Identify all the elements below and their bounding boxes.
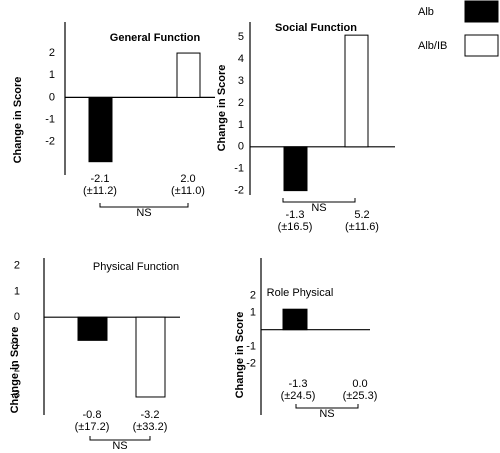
sd-annotation: (±16.5) bbox=[278, 221, 313, 233]
value-annotation: -2.1 bbox=[91, 173, 110, 185]
chart-title: General Function bbox=[110, 32, 201, 44]
y-tick-label: 1 bbox=[49, 69, 55, 81]
y-tick-label: -1 bbox=[234, 163, 244, 175]
y-tick-label: -3 bbox=[10, 388, 20, 400]
y-tick-label: 3 bbox=[238, 75, 244, 87]
significance-bracket bbox=[282, 198, 356, 203]
y-tick-label: 5 bbox=[238, 31, 244, 43]
sd-annotation: (±24.5) bbox=[281, 390, 316, 402]
y-tick-label: 0 bbox=[49, 91, 55, 103]
y-tick-label: -2 bbox=[234, 185, 244, 197]
legend-swatch bbox=[464, 0, 499, 23]
y-tick-label: 2 bbox=[250, 289, 256, 301]
y-tick-label: 2 bbox=[49, 47, 55, 59]
y-tick-label: 1 bbox=[238, 119, 244, 131]
sd-annotation: (±17.2) bbox=[75, 421, 110, 433]
significance-bracket bbox=[99, 203, 189, 208]
value-annotation: 2.0 bbox=[180, 173, 195, 185]
y-tick-label: -2 bbox=[45, 136, 55, 148]
y-axis-label: Change in Score bbox=[9, 327, 21, 414]
y-tick-label: -2 bbox=[246, 358, 256, 370]
bar bbox=[135, 316, 166, 398]
chart-title: Physical Function bbox=[93, 261, 179, 273]
bar bbox=[282, 308, 308, 331]
y-tick-label: 2 bbox=[14, 260, 20, 272]
significance-label: NS bbox=[136, 207, 151, 219]
legend-label: Alb bbox=[418, 6, 434, 18]
y-tick-label: 4 bbox=[238, 53, 244, 65]
y-tick-label: -2 bbox=[10, 363, 20, 375]
sd-annotation: (±25.3) bbox=[343, 390, 378, 402]
value-annotation: -1.3 bbox=[286, 209, 305, 221]
chart-title: Role Physical bbox=[267, 287, 334, 299]
value-annotation: -0.8 bbox=[83, 409, 102, 421]
y-tick-label: 1 bbox=[250, 307, 256, 319]
legend-label: Alb/IB bbox=[418, 40, 447, 52]
bar bbox=[88, 96, 113, 163]
significance-bracket bbox=[295, 404, 359, 409]
value-annotation: -1.3 bbox=[289, 378, 308, 390]
y-axis-label: Change in Score bbox=[12, 77, 24, 164]
significance-label: NS bbox=[319, 408, 334, 420]
y-axis-label: Change in Score bbox=[216, 65, 228, 152]
bar bbox=[344, 34, 369, 148]
y-tick-label: 2 bbox=[238, 97, 244, 109]
sd-annotation: (±33.2) bbox=[133, 421, 168, 433]
bar bbox=[283, 146, 308, 192]
legend-swatch bbox=[464, 34, 499, 57]
y-tick-label: 1 bbox=[14, 285, 20, 297]
significance-label: NS bbox=[311, 202, 326, 214]
bar bbox=[176, 52, 201, 98]
sd-annotation: (±11.6) bbox=[345, 221, 379, 233]
y-tick-label: -1 bbox=[10, 337, 20, 349]
bar bbox=[77, 316, 108, 341]
value-annotation: 5.2 bbox=[354, 209, 369, 221]
sd-annotation: (±11.0) bbox=[171, 185, 205, 197]
y-tick-label: -1 bbox=[246, 341, 256, 353]
y-tick-label: -1 bbox=[45, 113, 55, 125]
value-annotation: -3.2 bbox=[141, 409, 160, 421]
significance-bracket bbox=[89, 436, 151, 441]
chart-title: Social Function bbox=[275, 22, 357, 34]
y-tick-label: 0 bbox=[14, 311, 20, 323]
y-tick-label: 0 bbox=[238, 141, 244, 153]
y-axis-label: Change in Score bbox=[234, 312, 246, 399]
sd-annotation: (±11.2) bbox=[83, 185, 117, 197]
significance-label: NS bbox=[112, 440, 127, 452]
value-annotation: 0.0 bbox=[352, 378, 367, 390]
